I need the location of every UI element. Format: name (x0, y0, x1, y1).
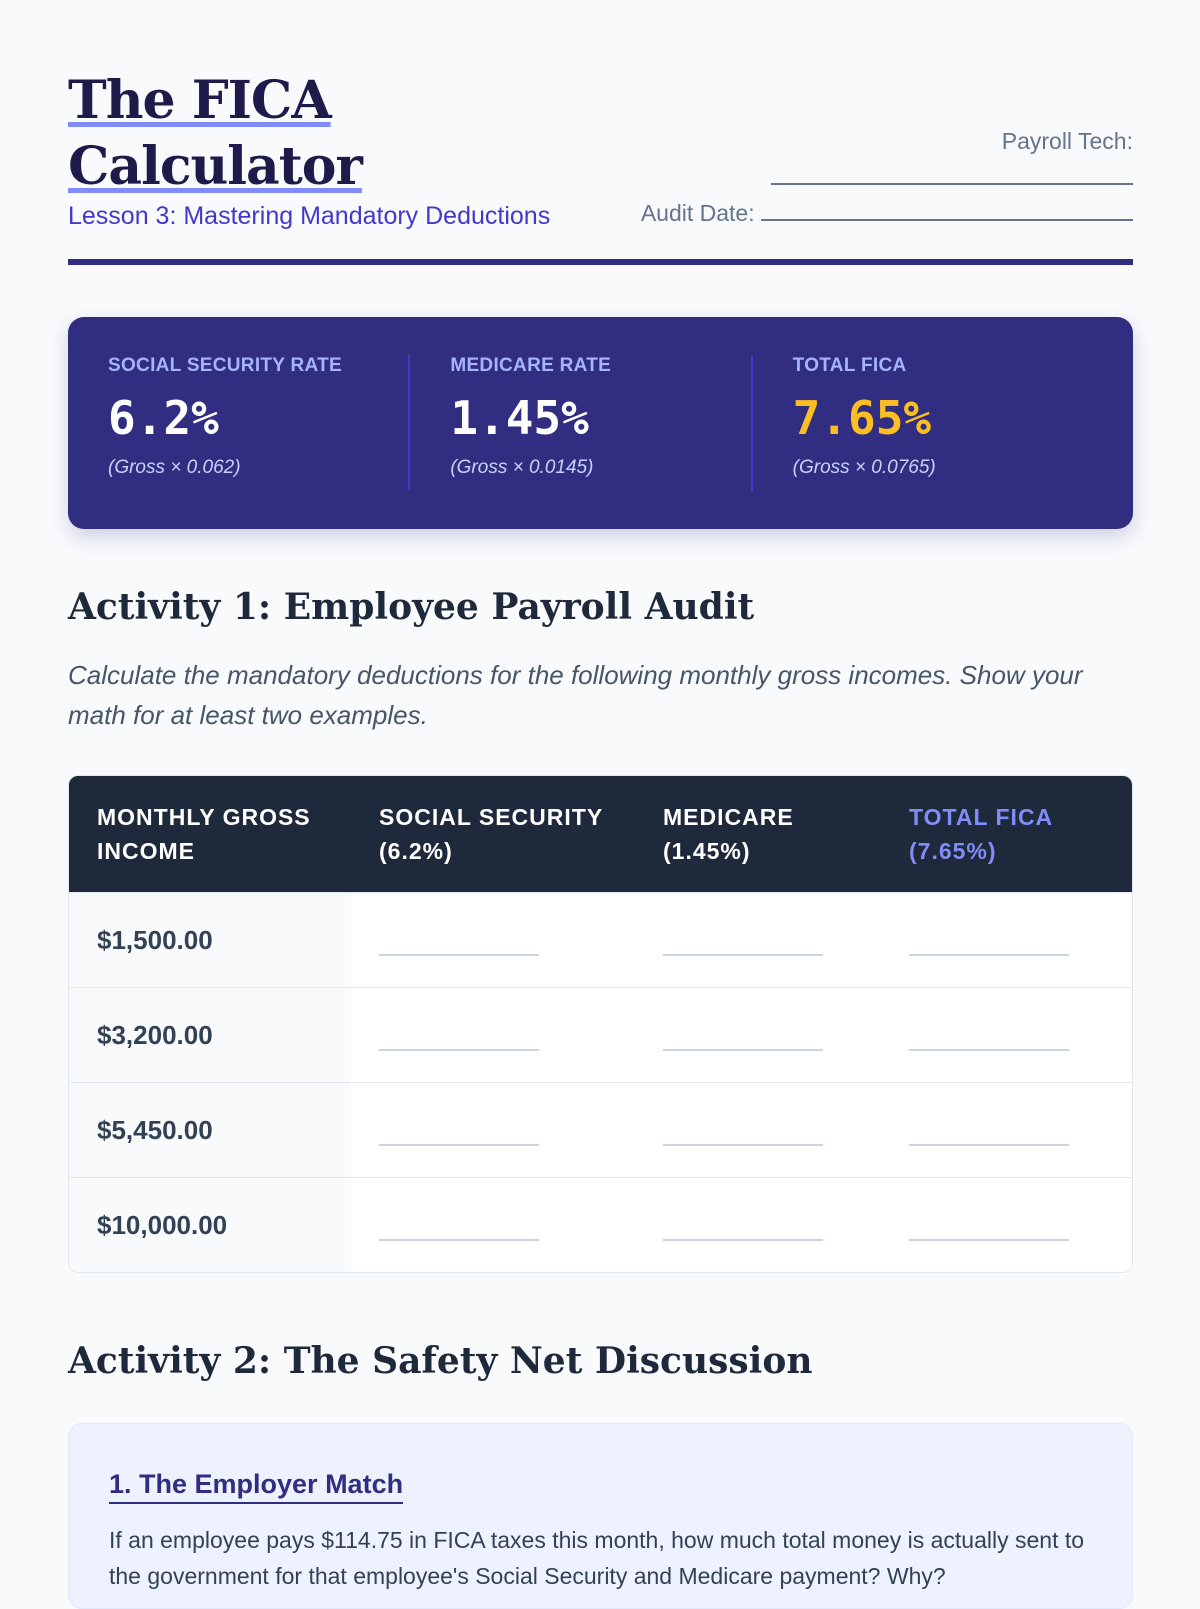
rate-social-security: SOCIAL SECURITY RATE 6.2% (Gross × 0.062… (108, 355, 408, 491)
worksheet-meta: Payroll Tech: Audit Date: (641, 123, 1133, 231)
answer-blank-medicare[interactable] (663, 1049, 823, 1051)
payroll-audit-table: MONTHLY GROSS INCOME SOCIAL SECURITY (6.… (68, 775, 1133, 1273)
column-header: MONTHLY GROSS INCOME (69, 776, 351, 892)
activity1-title: Activity 1: Employee Payroll Audit (68, 586, 755, 628)
table-row: $10,000.00 (69, 1177, 1132, 1272)
answer-blank-total-fica[interactable] (909, 1239, 1069, 1241)
audit-date-label: Audit Date: (640, 200, 755, 226)
rates-panel: SOCIAL SECURITY RATE 6.2% (Gross × 0.062… (68, 317, 1133, 529)
rate-label: TOTAL FICA (792, 355, 907, 376)
cell-total-fica (881, 892, 1132, 987)
column-header: TOTAL FICA (7.65%) (881, 776, 1132, 892)
rate-label: MEDICARE RATE (450, 355, 612, 376)
cell-total-fica (881, 987, 1132, 1082)
answer-blank-medicare[interactable] (663, 954, 823, 956)
cell-medicare (635, 1082, 881, 1177)
cell-social-security (351, 1177, 635, 1272)
rate-value: 1.45% (450, 391, 589, 445)
activity2-title: Activity 2: The Safety Net Discussion (68, 1340, 813, 1382)
answer-blank-total-fica[interactable] (909, 1144, 1069, 1146)
cell-total-fica (881, 1177, 1132, 1272)
cell-medicare (635, 892, 881, 987)
rate-medicare: MEDICARE RATE 1.45% (Gross × 0.0145) (408, 355, 750, 491)
cell-medicare (635, 987, 881, 1082)
column-header: SOCIAL SECURITY (6.2%) (351, 776, 635, 892)
question-card: 1. The Employer Match If an employee pay… (68, 1423, 1133, 1609)
answer-blank-social-security[interactable] (379, 1144, 539, 1146)
answer-blank-total-fica[interactable] (909, 954, 1069, 956)
worksheet-header: The FICA Calculator Lesson 3: Mastering M… (68, 68, 1133, 265)
answer-blank-total-fica[interactable] (909, 1049, 1069, 1051)
cell-medicare (635, 1177, 881, 1272)
rate-formula: (Gross × 0.0145) (450, 457, 594, 478)
gross-income: $1,500.00 (69, 892, 351, 987)
question-text: If an employee pays $114.75 in FICA taxe… (109, 1527, 1085, 1589)
rate-formula: (Gross × 0.062) (108, 457, 241, 478)
rate-label: SOCIAL SECURITY RATE (108, 355, 343, 376)
gross-income: $3,200.00 (69, 987, 351, 1082)
table-row: $1,500.00 (69, 892, 1132, 987)
audit-date-field[interactable] (761, 197, 1133, 221)
cell-social-security (351, 1082, 635, 1177)
gross-income: $10,000.00 (69, 1177, 351, 1272)
gross-income: $5,450.00 (69, 1082, 351, 1177)
lesson-subtitle: Lesson 3: Mastering Mandatory Deductions (68, 202, 551, 230)
payroll-tech-field[interactable] (771, 161, 1133, 185)
cell-social-security (351, 892, 635, 987)
rate-value: 7.65% (792, 391, 932, 445)
rate-formula: (Gross × 0.0765) (792, 457, 936, 478)
answer-blank-social-security[interactable] (379, 1049, 539, 1051)
page-title: The FICA Calculator (68, 70, 363, 197)
rate-total-fica: TOTAL FICA 7.65% (Gross × 0.0765) (750, 355, 1093, 491)
answer-blank-social-security[interactable] (379, 1239, 539, 1241)
table-row: $5,450.00 (69, 1082, 1132, 1177)
rate-value: 6.2% (108, 391, 219, 445)
cell-social-security (351, 987, 635, 1082)
answer-blank-medicare[interactable] (663, 1144, 823, 1146)
answer-blank-social-security[interactable] (379, 954, 539, 956)
question-title: 1. The Employer Match (109, 1468, 404, 1504)
activity1-instructions: Calculate the mandatory deductions for t… (68, 660, 1083, 730)
cell-total-fica (881, 1082, 1132, 1177)
table-row: $3,200.00 (69, 987, 1132, 1082)
column-header: MEDICARE (1.45%) (635, 776, 881, 892)
payroll-tech-label: Payroll Tech: (1001, 128, 1133, 154)
answer-blank-medicare[interactable] (663, 1239, 823, 1241)
